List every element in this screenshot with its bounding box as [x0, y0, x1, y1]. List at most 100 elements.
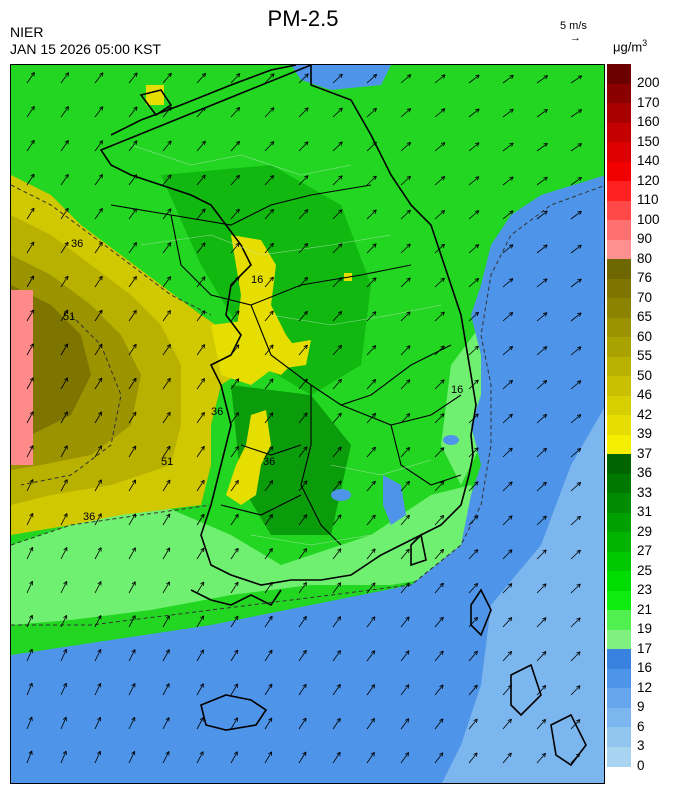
colorbar-cell [607, 64, 631, 84]
wind-arrow-head [28, 750, 33, 755]
wind-arrow-head [370, 684, 376, 689]
wind-arrow-head [98, 411, 103, 416]
colorbar-tick-label: 36 [637, 465, 653, 480]
wind-arrow [366, 413, 376, 424]
wind-arrow-head [507, 718, 512, 724]
wind-arrow [434, 684, 444, 696]
wind-arrow-head [98, 208, 103, 213]
wind-arrow [332, 650, 341, 662]
wind-arrow-head [200, 479, 205, 485]
wind-arrow [502, 210, 514, 220]
wind-arrow-head [577, 278, 582, 283]
wind-arrow [468, 684, 478, 696]
contour-label: 51 [161, 456, 173, 468]
wind-arrow-head [577, 109, 583, 114]
wind-arrow-head [473, 650, 478, 656]
wind-arrow-head [303, 514, 308, 519]
wind-arrow-head [269, 175, 275, 180]
wind-arrow [264, 649, 273, 662]
wind-arrow [468, 447, 479, 458]
wind-arrow-head [166, 377, 171, 383]
wind-arrow-head [440, 209, 446, 215]
wind-arrow [230, 446, 239, 458]
wind-arrow [230, 514, 239, 526]
wind-arrow [60, 750, 67, 764]
wind-arrow [26, 445, 34, 458]
wind-arrow-head [542, 481, 547, 486]
wind-arrow [400, 582, 410, 594]
wind-arrow [434, 379, 445, 390]
wind-arrow-head [439, 650, 444, 655]
wind-arrow [332, 480, 342, 492]
colorbar-tick-label: 27 [637, 543, 653, 558]
wind-arrow [400, 209, 411, 220]
wind-arrow [536, 244, 548, 254]
wind-arrow-head [337, 480, 342, 485]
wind-arrow-head [439, 548, 445, 554]
wind-arrow-head [233, 717, 238, 722]
wind-arrow [264, 242, 274, 254]
wind-arrow-head [439, 514, 445, 520]
wind-arrow-head [200, 547, 205, 553]
colorbar-cell [607, 103, 631, 123]
wind-arrow [332, 345, 342, 356]
wind-arrow [26, 139, 35, 152]
wind-arrow [434, 243, 445, 254]
wind-arrow-head [576, 583, 581, 588]
wind-arrow-head [99, 72, 104, 77]
wind-arrow [128, 174, 138, 186]
wind-arrow [366, 480, 376, 492]
contour-label: 16 [451, 384, 463, 396]
wind-arrow [570, 109, 582, 118]
wind-arrow [94, 377, 103, 390]
wind-arrow [94, 343, 103, 356]
agency-label: NIER [10, 24, 44, 40]
wind-arrow [434, 752, 444, 764]
wind-arrow-head [439, 684, 444, 689]
wind-arrow [434, 582, 444, 594]
wind-arrow [264, 683, 273, 696]
wind-arrow [570, 346, 582, 356]
wind-arrow-head [166, 479, 171, 485]
wind-arrow [502, 515, 513, 526]
wind-arrow [366, 175, 377, 186]
wind-arrow-head [29, 513, 34, 518]
wind-arrow [536, 312, 548, 322]
wind-arrow [434, 311, 445, 322]
wind-arrow [196, 276, 206, 288]
wind-arrow [94, 208, 103, 220]
district-lines [130, 144, 442, 546]
wind-arrow-head [98, 174, 104, 179]
wind-arrow-head [200, 513, 205, 519]
wind-arrow-head [337, 412, 342, 418]
wind-arrow [162, 140, 172, 152]
wind-arrow [60, 343, 69, 356]
colorbar-tick-label: 12 [637, 679, 653, 695]
wind-arrow-head [405, 650, 410, 655]
wind-arrow [298, 378, 308, 390]
wind-arrow-head [577, 176, 582, 182]
wind-arrow-head [132, 377, 137, 383]
colorbar-cell [607, 200, 631, 221]
wind-arrow [162, 310, 171, 322]
wind-arrow [94, 649, 102, 662]
wind-arrow-head [577, 210, 582, 216]
wind-arrow-head [201, 276, 206, 281]
wind-arrow-head [270, 73, 275, 78]
wind-arrow-head [338, 141, 343, 146]
wind-arrow-head [543, 142, 548, 148]
wind-arrow [536, 414, 547, 424]
wind-arrow [94, 174, 103, 186]
wind-arrow-head [133, 72, 138, 77]
wind-arrow [196, 581, 205, 594]
wind-arrow-head [508, 345, 514, 351]
wind-arrow-head [98, 377, 103, 382]
wind-arrow [196, 344, 206, 356]
wind-arrow-head [200, 378, 205, 383]
wind-arrow-head [302, 751, 307, 757]
wind-scale-label: 5 m/s [560, 20, 587, 32]
wind-arrow [162, 276, 172, 288]
wind-arrow-head [29, 411, 34, 416]
wind-arrow-head [234, 649, 239, 654]
wind-arrow-head [199, 751, 204, 756]
